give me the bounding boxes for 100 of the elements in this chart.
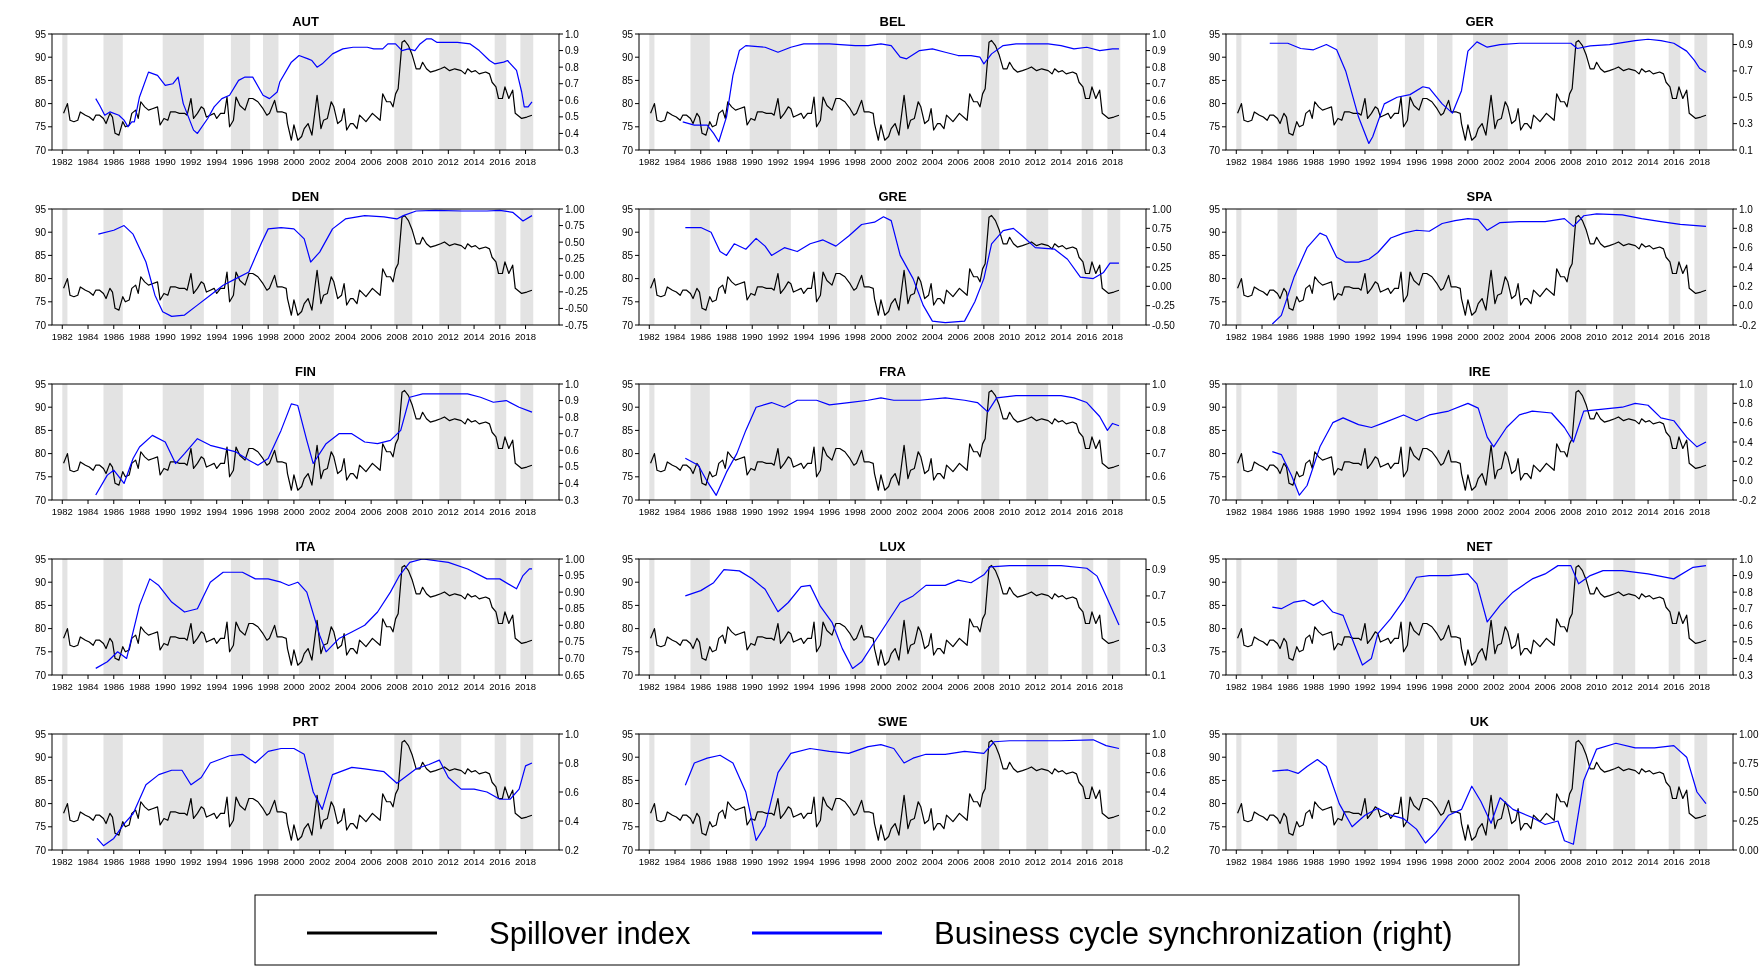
x-tick-label: 1996 <box>231 856 254 867</box>
y2-tick-label: 0.3 <box>1739 118 1754 130</box>
x-tick-label: 1996 <box>818 156 841 167</box>
y-tick-label: 85 <box>621 74 634 86</box>
x-tick-label: 1984 <box>1251 856 1273 867</box>
y2-tick-label: 0.75 <box>1739 757 1759 769</box>
x-tick-label: 1984 <box>77 506 99 517</box>
y-tick-label: 90 <box>1208 576 1221 588</box>
y2-tick-label: 0.7 <box>1152 78 1167 90</box>
x-tick-label: 2014 <box>1637 331 1659 342</box>
y-tick-label: 70 <box>621 144 634 156</box>
x-tick-label: 1990 <box>741 856 763 867</box>
x-tick-label: 1988 <box>715 681 738 692</box>
x-tick-label: 2016 <box>1076 331 1098 342</box>
x-tick-label: 2014 <box>1050 681 1072 692</box>
x-tick-label: 2000 <box>870 506 892 517</box>
chart-title: UK <box>1470 714 1490 729</box>
y2-tick-label: 0.5 <box>1152 494 1167 506</box>
x-tick-label: 2006 <box>1534 331 1556 342</box>
x-tick-label: 2004 <box>921 156 943 167</box>
x-tick-label: 1988 <box>1302 856 1325 867</box>
y-tick-label: 95 <box>1208 728 1221 740</box>
line-series <box>62 739 533 841</box>
x-tick-label: 2000 <box>870 681 892 692</box>
chart-title: IRE <box>1468 364 1491 379</box>
x-tick-label: 1990 <box>1328 331 1350 342</box>
x-tick-label: 1982 <box>1225 156 1247 167</box>
y-tick-label: 80 <box>1208 798 1221 810</box>
x-tick-label: 2010 <box>999 681 1021 692</box>
x-tick-label: 2010 <box>1586 331 1608 342</box>
y2-tick-label: 0.6 <box>1739 417 1754 429</box>
x-tick-label: 1992 <box>180 856 202 867</box>
y2-tick-label: 0.9 <box>565 45 580 57</box>
y-tick-label: 75 <box>621 296 634 308</box>
x-tick-label: 2000 <box>870 331 892 342</box>
x-tick-label: 1990 <box>154 156 176 167</box>
y-tick-label: 90 <box>621 576 634 588</box>
x-tick-label: 2008 <box>386 506 408 517</box>
x-tick-label: 2000 <box>870 856 892 867</box>
x-tick-label: 1992 <box>1354 331 1376 342</box>
y-tick-label: 80 <box>34 623 47 635</box>
x-tick-label: 1984 <box>664 506 686 517</box>
chart-title: FIN <box>295 364 316 379</box>
y-tick-label: 70 <box>621 669 634 681</box>
x-tick-label: 1990 <box>1328 681 1350 692</box>
y-tick-label: 95 <box>34 28 47 40</box>
x-tick-label: 1994 <box>1380 156 1402 167</box>
y2-tick-label: 1.0 <box>1739 378 1754 390</box>
y-tick-label: 95 <box>34 203 47 215</box>
x-tick-label: 1996 <box>231 331 254 342</box>
x-tick-label: 1994 <box>1380 331 1402 342</box>
line-series <box>684 395 1120 496</box>
x-tick-label: 2004 <box>921 681 943 692</box>
y2-tick-label: 0.80 <box>565 619 585 631</box>
y2-tick-label: 0.7 <box>1739 603 1754 615</box>
y2-tick-label: 0.6 <box>1152 471 1167 483</box>
y2-tick-label: -0.2 <box>1152 844 1170 856</box>
x-tick-label: 2010 <box>412 156 434 167</box>
chart-title: ITA <box>295 539 317 554</box>
line-series <box>684 216 1120 324</box>
x-tick-label: 1986 <box>103 331 125 342</box>
y2-tick-label: 0.6 <box>565 444 580 456</box>
y2-tick-label: 0.4 <box>1739 436 1754 448</box>
y2-tick-label: 1.0 <box>1152 28 1167 40</box>
y-tick-label: 80 <box>621 273 634 285</box>
x-tick-label: 2008 <box>973 331 995 342</box>
x-tick-label: 1994 <box>206 856 228 867</box>
x-tick-label: 1984 <box>1251 506 1273 517</box>
y-tick-label: 85 <box>1208 74 1221 86</box>
x-tick-label: 2018 <box>1688 156 1711 167</box>
x-tick-label: 1996 <box>231 506 254 517</box>
x-tick-label: 2004 <box>334 331 356 342</box>
x-tick-label: 2006 <box>1534 681 1556 692</box>
y2-tick-label: 0.3 <box>565 494 580 506</box>
y-tick-label: 90 <box>34 576 47 588</box>
y2-tick-label: 0.0 <box>1739 300 1754 312</box>
x-tick-label: 2008 <box>386 856 408 867</box>
x-tick-label: 2012 <box>1611 681 1633 692</box>
x-tick-label: 2012 <box>1611 506 1633 517</box>
x-tick-label: 1994 <box>206 506 228 517</box>
x-tick-label: 1986 <box>1277 331 1299 342</box>
x-tick-label: 1994 <box>793 156 815 167</box>
y2-tick-label: -0.50 <box>565 302 589 314</box>
y-tick-label: 75 <box>1208 121 1221 133</box>
x-tick-label: 1988 <box>1302 681 1325 692</box>
x-tick-label: 1998 <box>844 156 866 167</box>
x-tick-label: 1996 <box>1405 856 1428 867</box>
y-tick-label: 70 <box>621 844 634 856</box>
x-tick-label: 2006 <box>947 681 969 692</box>
x-tick-label: 2002 <box>309 156 331 167</box>
y2-tick-label: 0.8 <box>565 61 580 73</box>
y-tick-label: 80 <box>34 448 47 460</box>
x-tick-label: 2004 <box>1508 506 1530 517</box>
x-tick-label: 1994 <box>1380 681 1402 692</box>
line-series <box>1271 213 1707 325</box>
x-tick-label: 2006 <box>947 156 969 167</box>
x-tick-label: 1992 <box>767 681 789 692</box>
x-tick-label: 2012 <box>437 331 459 342</box>
x-tick-label: 2018 <box>514 331 537 342</box>
x-tick-label: 2016 <box>489 506 511 517</box>
